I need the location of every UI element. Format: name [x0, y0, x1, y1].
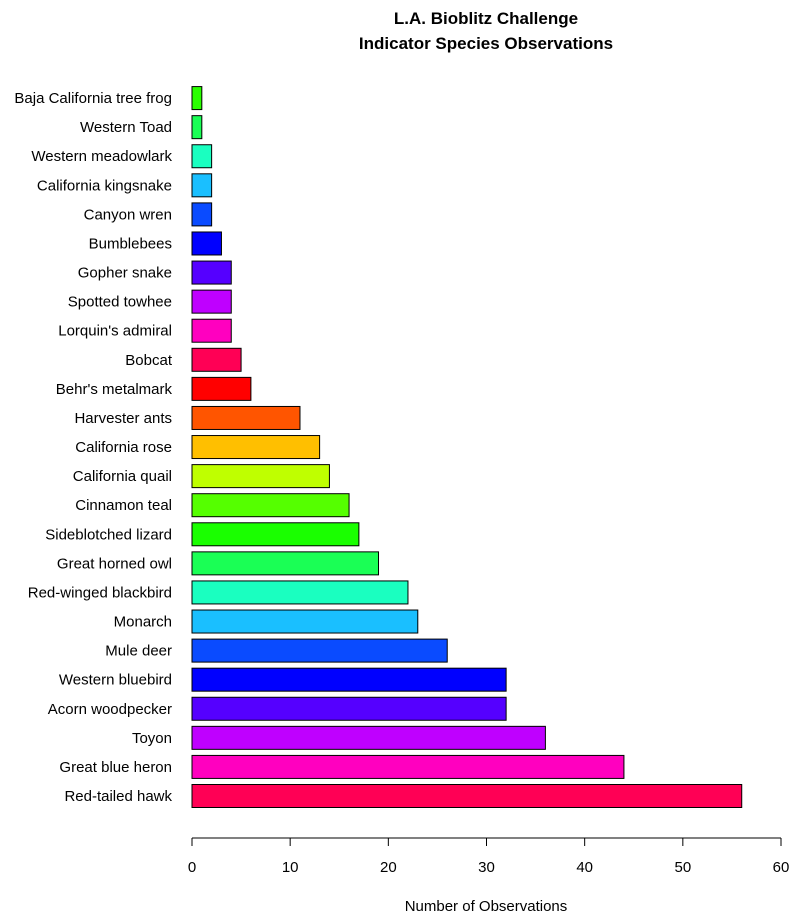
- x-tick-label: 10: [282, 859, 299, 876]
- category-label: Gopher snake: [78, 265, 172, 282]
- category-label: Harvester ants: [74, 410, 172, 427]
- x-tick-label: 50: [674, 859, 691, 876]
- category-label: Great blue heron: [59, 759, 172, 776]
- category-label: Bumblebees: [89, 235, 172, 252]
- bar: [191, 522, 360, 547]
- bar: [191, 347, 242, 372]
- bar: [191, 696, 507, 721]
- bar: [191, 173, 213, 198]
- x-axis: 0 10 20 30 40 50 60: [188, 837, 790, 876]
- x-tick-label: 20: [380, 859, 397, 876]
- category-label: Toyon: [132, 730, 172, 747]
- category-label: Mule deer: [105, 643, 172, 660]
- category-label: Behr's metalmark: [56, 381, 173, 398]
- chart-title-line-1: L.A. Bioblitz Challenge: [394, 9, 578, 28]
- category-label: California quail: [73, 468, 172, 485]
- bar: [191, 376, 252, 401]
- category-label: California rose: [75, 439, 172, 456]
- category-label: Cinnamon teal: [75, 497, 172, 514]
- bar: [191, 202, 213, 227]
- category-label: Western bluebird: [59, 672, 172, 689]
- bar: [191, 609, 419, 634]
- bar: [191, 144, 213, 169]
- bar: [191, 667, 507, 692]
- category-label: California kingsnake: [37, 177, 172, 194]
- bar: [191, 405, 301, 430]
- chart-title-line-2: Indicator Species Observations: [359, 34, 613, 53]
- category-label: Great horned owl: [57, 555, 172, 572]
- category-label: Lorquin's admiral: [58, 323, 172, 340]
- x-tick-label: 60: [773, 859, 790, 876]
- bar: [191, 784, 743, 808]
- category-label: Monarch: [114, 614, 172, 631]
- category-label: Baja California tree frog: [14, 90, 172, 107]
- bar: [191, 260, 232, 285]
- category-label: Western meadowlark: [31, 148, 172, 165]
- bar: [191, 289, 232, 314]
- bar: [191, 464, 330, 489]
- category-label: Sideblotched lizard: [45, 526, 172, 543]
- bar: [191, 435, 321, 460]
- bar: [191, 551, 380, 576]
- bar: [191, 86, 203, 111]
- bar: [191, 493, 350, 518]
- category-label: Acorn woodpecker: [48, 701, 172, 718]
- category-label: Canyon wren: [84, 206, 172, 223]
- x-axis-label: Number of Observations: [405, 898, 568, 914]
- x-tick-label: 40: [576, 859, 593, 876]
- category-label: Red-winged blackbird: [28, 584, 172, 601]
- bar: [191, 231, 222, 256]
- bar: [191, 318, 232, 343]
- category-label: Red-tailed hawk: [64, 788, 172, 805]
- x-tick-label: 30: [478, 859, 495, 876]
- bar: [191, 725, 546, 750]
- category-label: Western Toad: [80, 119, 172, 136]
- category-label: Spotted towhee: [68, 294, 172, 311]
- bar: [191, 638, 448, 663]
- bar: [191, 754, 625, 779]
- bar: [191, 115, 203, 140]
- bar: [191, 580, 409, 605]
- x-tick-label: 0: [188, 859, 196, 876]
- category-label: Bobcat: [125, 352, 173, 369]
